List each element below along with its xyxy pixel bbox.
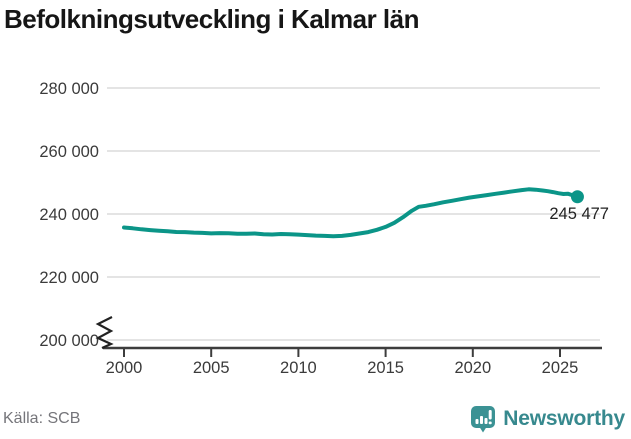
- population-series-line: [122, 187, 580, 239]
- population-line-chart: 280 000 260 000 240 000 220 000 200 000 2000 2…: [39, 80, 609, 377]
- y-tick-label: 240 000: [39, 206, 99, 224]
- x-tick-label: 2005: [193, 359, 230, 377]
- chart-title: Befolkningsutveckling i Kalmar län: [4, 4, 420, 34]
- x-tick-label: 2015: [367, 359, 404, 377]
- source-label: Källa: SCB: [3, 410, 81, 427]
- y-tick-label: 220 000: [39, 269, 99, 287]
- latest-value-label: 245 477: [549, 205, 609, 223]
- brand-name: Newsworthy: [503, 407, 625, 430]
- newsworthy-logo-link[interactable]: Newsworthy: [470, 405, 625, 433]
- y-tick-label: 260 000: [39, 143, 99, 161]
- x-tick-label: 2025: [542, 359, 579, 377]
- latest-value-dot: [570, 190, 584, 204]
- bar-chart-speech-bubble-icon: [471, 406, 496, 433]
- y-axis-break-icon: [95, 316, 114, 350]
- chart-footer: Källa: SCB Newsworthy: [0, 402, 631, 436]
- x-tick-label: 2000: [106, 359, 143, 377]
- x-tick-label: 2020: [454, 359, 491, 377]
- y-tick-label: 200 000: [39, 332, 99, 350]
- y-tick-label: 280 000: [39, 80, 99, 98]
- x-tick-label: 2010: [280, 359, 317, 377]
